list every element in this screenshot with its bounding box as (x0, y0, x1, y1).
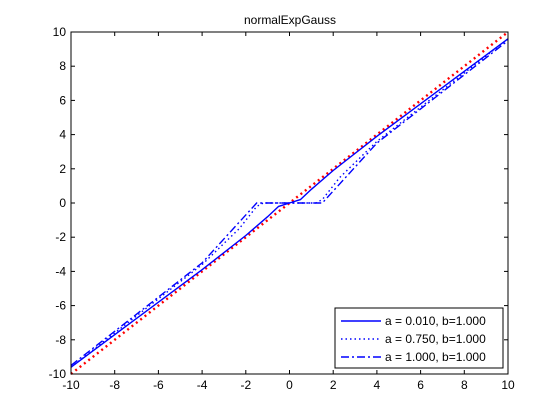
x-tick-label: -6 (153, 378, 164, 392)
y-tick-label: -10 (49, 367, 67, 381)
x-tick-label: 6 (417, 378, 424, 392)
plot-area (70, 31, 509, 375)
chart-title: normalExpGauss (244, 13, 336, 27)
y-tick-label: -2 (55, 230, 66, 244)
legend-box (334, 307, 504, 369)
legend: a = 0.010, b=1.000 a = 0.750, b=1.000 a = … (334, 307, 504, 369)
legend-label-3: a = 1.000, b=1.000 (385, 350, 486, 364)
y-tick-label: -6 (55, 299, 66, 313)
x-tick-label: 0 (286, 378, 293, 392)
series-line-3 (70, 40, 509, 366)
y-tick-label: -8 (55, 333, 66, 347)
y-tick-label: 10 (53, 25, 67, 39)
x-tick-label: 8 (461, 378, 468, 392)
y-tick-label: 0 (59, 196, 66, 210)
y-tick-label: 8 (59, 59, 66, 73)
y-tick-label: 2 (59, 162, 66, 176)
x-tick-label: -8 (109, 378, 120, 392)
y-tick-label: 4 (59, 128, 66, 142)
axes: -10 -8 -6 -4 -2 0 2 4 6 8 10 -10 -8 -6 -4 -2 0 2 4 6 8 10 (49, 25, 515, 392)
x-tick-label: 4 (374, 378, 381, 392)
x-tick-label: -10 (62, 378, 80, 392)
x-tick-label: -2 (240, 378, 251, 392)
series-line-2 (70, 38, 509, 368)
legend-label-2: a = 0.750, b=1.000 (385, 332, 486, 346)
x-tick-label: -4 (197, 378, 208, 392)
y-tick-label: -4 (55, 264, 66, 278)
x-tick-label: 10 (501, 378, 515, 392)
y-tick-label: 6 (59, 93, 66, 107)
reference-line (70, 31, 509, 375)
x-tick-label: 2 (330, 378, 337, 392)
legend-label-1: a = 0.010, b=1.000 (385, 314, 486, 328)
